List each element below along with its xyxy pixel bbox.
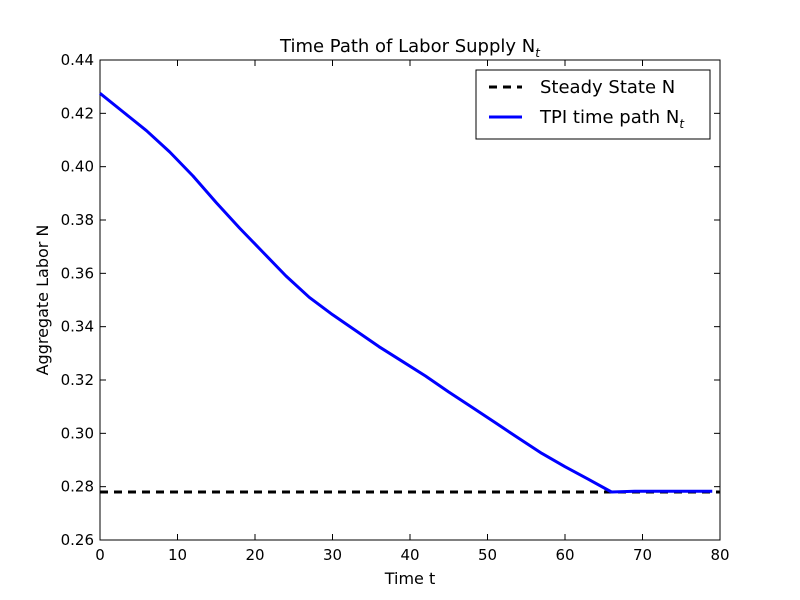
plot-area: [99, 59, 721, 541]
legend-label-steady-state: Steady State N: [540, 77, 675, 98]
legend: Steady State N TPI time path Nt: [475, 69, 711, 140]
x-tick-label: 30: [323, 546, 342, 564]
x-tick-label: 70: [633, 546, 652, 564]
y-tick-label: 0.32: [61, 371, 94, 389]
y-tick-label: 0.26: [61, 531, 94, 549]
y-tick-label: 0.40: [61, 158, 94, 176]
y-tick-label: 0.44: [61, 51, 94, 69]
y-tick-label: 0.36: [61, 264, 94, 282]
y-tick-label: 0.30: [61, 424, 94, 442]
x-tick-label: 50: [478, 546, 497, 564]
y-tick-label: 0.42: [61, 104, 94, 122]
chart-title: Time Path of Labor Supply Nt: [279, 36, 541, 60]
x-tick-label: 40: [400, 546, 419, 564]
y-axis-title: Aggregate Labor N: [33, 225, 52, 376]
x-tick-label: 60: [555, 546, 574, 564]
x-tick-label: 10: [168, 546, 187, 564]
legend-label-tpi-path: TPI time path Nt: [539, 107, 685, 131]
y-axis: 0.26 0.28 0.30 0.32 0.34 0.36 0.38 0.40 0.42 0.44: [61, 51, 720, 549]
x-tick-label: 0: [95, 546, 105, 564]
x-tick-label: 80: [710, 546, 729, 564]
y-tick-label: 0.38: [61, 211, 94, 229]
y-tick-label: 0.34: [61, 318, 94, 336]
x-tick-label: 20: [245, 546, 264, 564]
tpi-path-line: [99, 92, 713, 494]
x-axis: 0 10 20 30 40 50 60 70 80: [95, 60, 730, 564]
legend-box: [475, 69, 711, 140]
series-layer: [99, 92, 720, 494]
x-axis-title: Time t: [384, 569, 436, 588]
y-tick-label: 0.28: [61, 478, 94, 496]
